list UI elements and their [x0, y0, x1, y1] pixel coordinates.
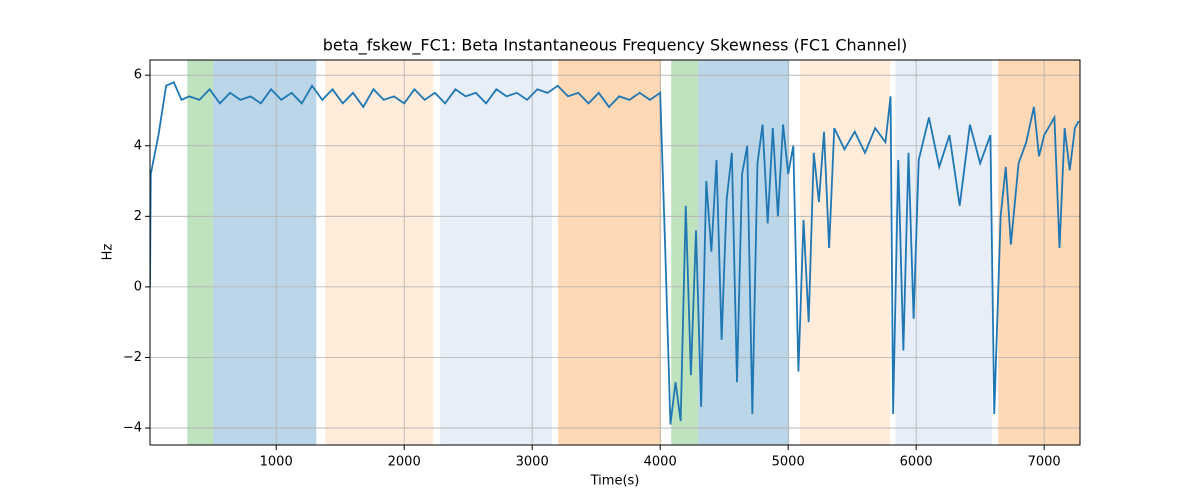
shaded-span	[440, 60, 553, 445]
plot-frame	[149, 59, 1081, 446]
x-tick-label: 2000	[388, 455, 421, 470]
shaded-span	[213, 60, 317, 445]
shaded-span	[187, 60, 214, 445]
shaded-span	[895, 60, 993, 445]
shaded-span	[325, 60, 434, 445]
chart-title: beta_fskew_FC1: Beta Instantaneous Frequ…	[323, 36, 908, 56]
x-tick-label: 4000	[644, 455, 677, 470]
shaded-span	[998, 60, 1080, 445]
y-tick-label: 4	[134, 138, 142, 153]
y-tick-label: −2	[123, 350, 142, 365]
x-tick-label: 1000	[260, 455, 293, 470]
shaded-span	[698, 60, 790, 445]
x-axis-label: Time(s)	[590, 474, 640, 489]
x-tick-label: 6000	[900, 455, 933, 470]
x-tick-label: 7000	[1028, 455, 1061, 470]
y-tick-label: 2	[134, 209, 142, 224]
y-tick-label: −4	[123, 421, 142, 436]
y-axis-label: Hz	[101, 244, 116, 261]
y-tick-label: 6	[134, 68, 142, 83]
shaded-span	[558, 60, 662, 445]
shaded-span	[800, 60, 891, 445]
y-tick-label: 0	[134, 279, 142, 294]
data-line	[150, 81, 1080, 425]
x-tick-label: 3000	[516, 455, 549, 470]
x-tick-label: 5000	[772, 455, 805, 470]
